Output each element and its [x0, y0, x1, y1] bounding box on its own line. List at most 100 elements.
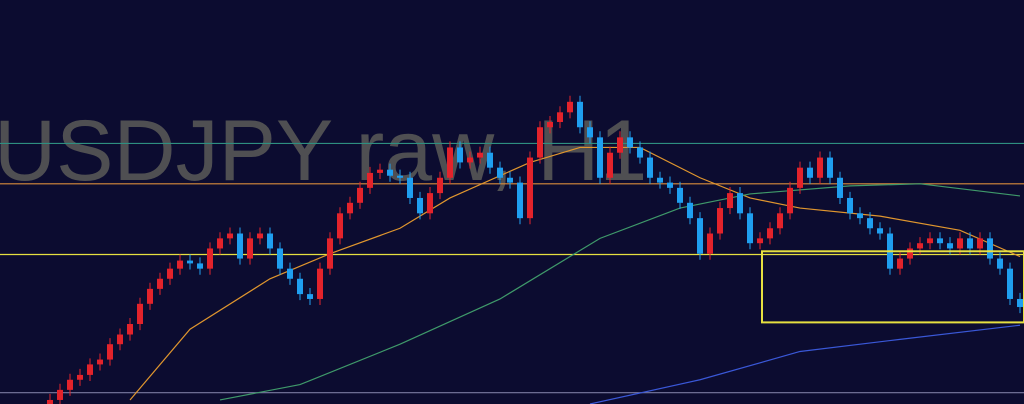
candle-body: [867, 218, 873, 229]
candle-body: [157, 278, 163, 289]
candle-body: [587, 127, 593, 138]
candle-body: [797, 167, 803, 188]
candle-body: [847, 197, 853, 214]
candle-body: [737, 193, 743, 214]
candle-body: [177, 260, 183, 269]
moving-average: [219, 183, 1021, 401]
candle-body: [127, 324, 133, 335]
candle-body: [697, 218, 703, 254]
candle-body: [927, 238, 933, 244]
moving-average: [589, 324, 1021, 404]
candle-body: [537, 127, 543, 158]
candle-body: [107, 344, 113, 360]
candle-body: [717, 208, 723, 234]
candle-body: [97, 359, 103, 365]
candle-body: [347, 202, 353, 214]
candle-body: [1007, 268, 1013, 299]
candle-body: [777, 213, 783, 229]
candle-body: [67, 379, 73, 390]
candle-body: [387, 169, 393, 176]
candle-body: [907, 248, 913, 259]
candle-body: [877, 228, 883, 234]
candle-body: [917, 243, 923, 249]
candle-body: [47, 399, 53, 404]
candle-body: [237, 233, 243, 259]
candle-body: [377, 169, 383, 173]
candle-body: [967, 238, 973, 249]
candle-body: [937, 238, 943, 244]
candle-body: [467, 157, 473, 163]
candle-body: [997, 258, 1003, 269]
candle-body: [577, 101, 583, 128]
candle-body: [167, 268, 173, 279]
zone-box: [761, 250, 1024, 324]
candle-body: [87, 364, 93, 375]
candle-body: [817, 157, 823, 178]
candle-body: [417, 197, 423, 214]
candle-body: [477, 152, 483, 158]
candle-body: [617, 137, 623, 153]
candle-body: [787, 187, 793, 214]
candle-body: [607, 152, 613, 178]
candle-body: [977, 238, 983, 249]
candle-body: [667, 182, 673, 188]
candle-body: [247, 238, 253, 259]
candle-body: [657, 177, 663, 183]
candle-body: [1017, 298, 1023, 308]
candle-body: [77, 374, 83, 380]
candle-body: [407, 177, 413, 198]
candle-body: [137, 303, 143, 325]
candle-body: [357, 187, 363, 203]
candle-body: [747, 213, 753, 244]
candle-body: [327, 238, 333, 269]
candle-body: [217, 238, 223, 249]
candle-body: [187, 260, 193, 264]
candle-body: [317, 268, 323, 299]
candle-body: [337, 213, 343, 239]
candle-body: [197, 263, 203, 269]
candle-body: [517, 182, 523, 219]
candle-body: [757, 238, 763, 244]
candle-body: [507, 177, 513, 183]
candle-body: [297, 278, 303, 295]
candle-body: [307, 294, 313, 299]
candle-body: [707, 233, 713, 254]
candle-body: [457, 147, 463, 163]
candle-body: [547, 122, 553, 128]
candle-body: [117, 334, 123, 345]
candle-body: [487, 152, 493, 168]
candle-body: [567, 101, 573, 113]
candle-body: [427, 193, 433, 214]
candle-body: [637, 147, 643, 158]
candle-body: [287, 268, 293, 279]
candle-body: [147, 288, 153, 304]
candle-body: [227, 233, 233, 239]
candle-body: [987, 238, 993, 259]
candle-body: [57, 389, 63, 400]
candle-body: [767, 228, 773, 239]
candle-body: [277, 248, 283, 269]
candle-body: [957, 238, 963, 249]
candle-body: [447, 147, 453, 178]
candle-body: [257, 233, 263, 239]
candle-body: [397, 175, 403, 178]
candle-body: [557, 112, 563, 123]
candle-body: [527, 157, 533, 219]
candle-body: [367, 172, 373, 188]
candle-body: [897, 258, 903, 269]
candle-body: [647, 157, 653, 178]
candle-body: [437, 177, 443, 194]
candle-body: [497, 167, 503, 178]
candle-body: [597, 137, 603, 178]
candle-body: [627, 137, 633, 148]
candle-body: [687, 202, 693, 219]
candle-body: [947, 243, 953, 249]
candle-body: [827, 157, 833, 178]
candle-body: [837, 177, 843, 198]
candle-body: [727, 193, 733, 209]
candle-body: [857, 213, 863, 219]
candle-body: [207, 248, 213, 269]
